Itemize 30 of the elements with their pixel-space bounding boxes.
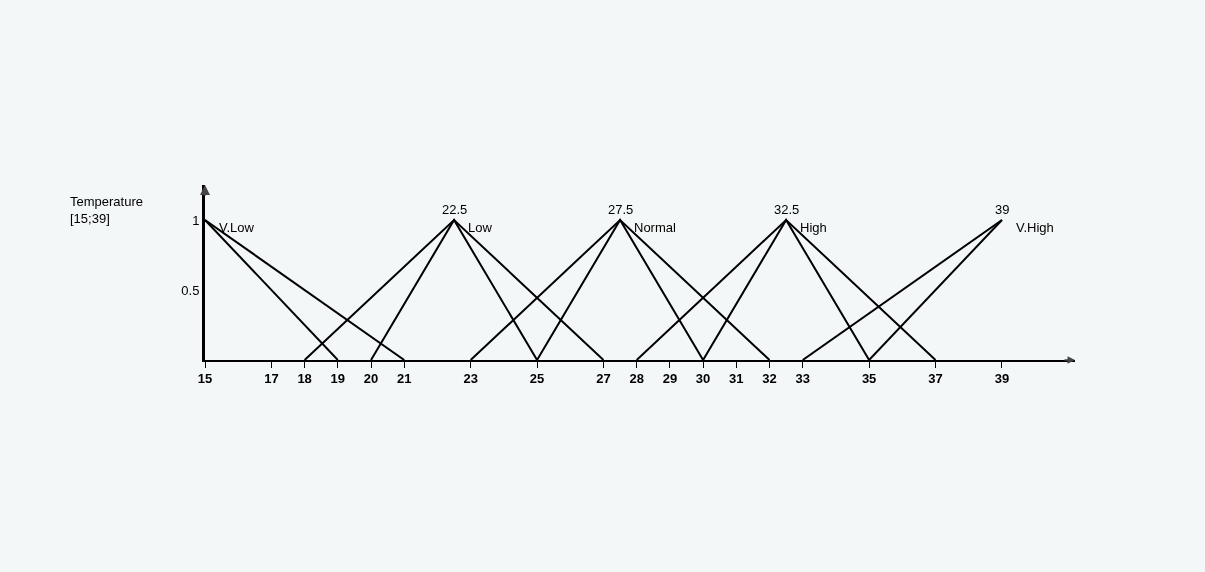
annotation: 39: [995, 202, 1010, 217]
x-tick-label: 19: [330, 371, 346, 387]
x-tick-label: 31: [729, 371, 744, 387]
x-tick-label: 25: [529, 371, 545, 387]
x-tick-label: 37: [928, 371, 943, 387]
x-tick-label: 30: [695, 371, 711, 387]
x-tick-label: 28: [629, 371, 644, 387]
x-tick-label: 33: [795, 371, 810, 387]
y-tick-label: 0.5: [181, 282, 200, 298]
y-axis-title: Temperature [15;39]: [70, 194, 143, 226]
annotation: 32.5: [774, 202, 800, 217]
x-tick-label: 20: [363, 371, 379, 387]
x-tick-label: 23: [463, 371, 478, 387]
x-tick-label: 17: [264, 371, 279, 387]
x-tick-label: 21: [397, 371, 412, 387]
x-tick-label: 35: [861, 371, 877, 387]
annotation: 22.5: [442, 202, 468, 217]
annotation: Low: [468, 220, 493, 235]
annotation: High: [800, 220, 827, 235]
x-tick-label: 15: [197, 371, 213, 387]
x-tick-label: 29: [662, 371, 678, 387]
x-tick-label: 27: [596, 371, 611, 387]
x-tick-label: 18: [297, 371, 312, 387]
x-tick-label: 39: [994, 371, 1010, 387]
x-tick-label: 32: [762, 371, 777, 387]
annotation: V.Low: [219, 220, 255, 235]
y-tick-label: 1: [192, 212, 200, 228]
annotation: V.High: [1016, 220, 1054, 235]
annotation: 27.5: [608, 202, 634, 217]
annotation: Normal: [634, 220, 677, 235]
